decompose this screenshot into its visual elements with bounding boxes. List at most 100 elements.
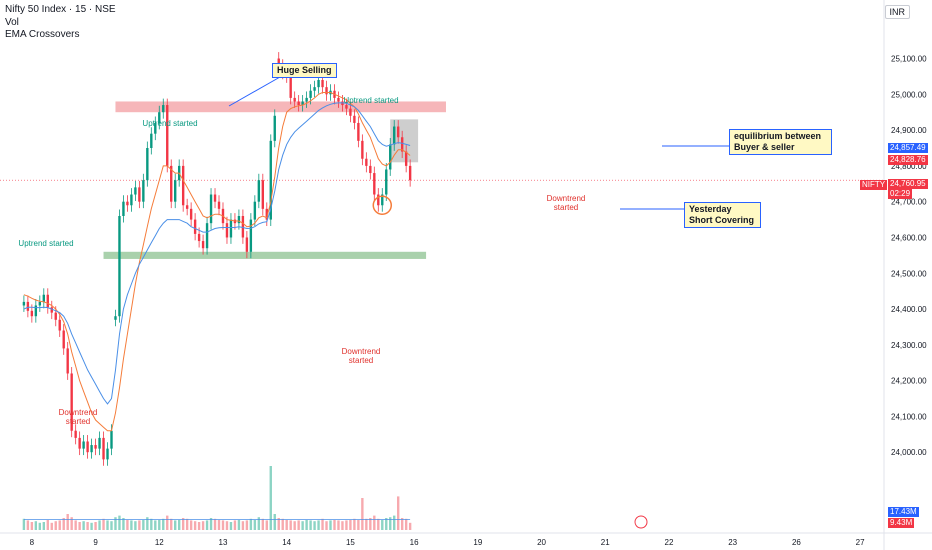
candle-body — [106, 448, 109, 460]
volume-bar — [285, 519, 288, 530]
volume-bar — [158, 519, 161, 530]
ema-indicator-label[interactable]: EMA Crossovers — [5, 29, 80, 40]
candle-body — [325, 87, 328, 95]
candle-body — [397, 126, 400, 138]
volume-bar — [369, 518, 372, 530]
candle-body — [166, 105, 169, 166]
volume-bar — [404, 518, 408, 530]
price-tick-label: 24,200.00 — [891, 377, 927, 386]
volume-bar — [70, 517, 73, 530]
candle-body — [46, 294, 49, 308]
ema-blue-price-tag: 24,857.49 — [888, 143, 928, 153]
volume-bar — [293, 521, 296, 530]
downtrend-label: Downtrend started — [546, 194, 586, 212]
candle-body — [174, 180, 177, 202]
candle-body — [130, 194, 133, 206]
candle-body — [321, 80, 324, 88]
candle-body — [205, 223, 209, 249]
uptrend-label: Uptrend started — [142, 119, 198, 128]
volume-bar — [345, 520, 348, 530]
volume-bar — [114, 517, 117, 530]
price-tick-label: 25,000.00 — [891, 90, 927, 99]
time-tick-label: 13 — [219, 538, 228, 547]
volume-bar — [174, 520, 177, 530]
candle-body — [38, 301, 42, 306]
candle-body — [189, 208, 193, 220]
candle-body — [50, 307, 53, 313]
time-tick-label: 23 — [728, 538, 737, 547]
volume-bar — [177, 519, 181, 530]
candle-body — [114, 316, 117, 320]
volume-bar — [301, 521, 304, 530]
candle-body — [381, 194, 384, 206]
candle-body — [389, 144, 392, 170]
uptrend-label: Uptrend started — [343, 96, 399, 105]
volume-bar — [257, 517, 261, 530]
volume-bar — [353, 518, 356, 530]
price-tick-label: 25,100.00 — [891, 55, 927, 64]
volume-bar — [393, 515, 396, 530]
volume-bar — [313, 521, 316, 530]
time-tick-label: 20 — [537, 538, 546, 547]
ema-line — [23, 92, 411, 432]
volume-bar — [42, 522, 45, 530]
time-tick-label: 9 — [93, 538, 98, 547]
candle-body — [309, 90, 312, 98]
candle-body — [58, 319, 61, 331]
volume-bar — [221, 520, 225, 530]
volume-bar — [30, 522, 34, 530]
short-covering-callout: Yesterday Short Covering — [684, 202, 761, 228]
candle-body — [122, 201, 125, 216]
candle-body — [209, 194, 213, 224]
currency-badge[interactable]: INR — [884, 5, 910, 19]
volume-bar — [385, 518, 388, 530]
candle-body — [337, 97, 340, 102]
volume-bar — [146, 517, 149, 530]
time-tick-label: 8 — [30, 538, 35, 547]
volume-bar — [381, 519, 384, 530]
volume-bar — [217, 519, 221, 530]
price-tick-label: 24,000.00 — [891, 448, 927, 457]
candle-body — [408, 165, 412, 181]
candle-body — [345, 105, 348, 109]
volume-bar — [166, 515, 169, 530]
candle-body — [237, 216, 241, 224]
candle-body — [22, 301, 26, 306]
volume-bar — [170, 518, 173, 530]
price-tick-label: 24,500.00 — [891, 269, 927, 278]
volume-bar — [213, 518, 217, 530]
candle-body — [82, 441, 85, 449]
volume-bar — [86, 522, 89, 530]
candle-body — [273, 115, 276, 141]
time-tick-label: 22 — [665, 538, 674, 547]
volume-bar — [408, 522, 412, 530]
volume-bar — [365, 518, 368, 530]
volume-bar — [46, 519, 49, 530]
candle-body — [297, 101, 300, 106]
volume-bar — [38, 522, 42, 530]
volume-bar — [373, 515, 376, 530]
time-tick-label: 19 — [473, 538, 482, 547]
candle-body — [253, 201, 257, 220]
volume-bar — [341, 521, 344, 530]
candle-body — [353, 115, 356, 123]
candle-body — [197, 233, 201, 242]
price-tick-label: 24,700.00 — [891, 198, 927, 207]
volume-bar — [78, 522, 81, 530]
candle-body — [154, 122, 157, 134]
volume-bar — [265, 520, 268, 530]
time-tick-label: 12 — [155, 538, 164, 547]
candle-body — [393, 126, 396, 145]
volume-bar — [237, 519, 241, 530]
volume-bar — [50, 522, 53, 530]
candle-body — [217, 201, 221, 209]
candle-body — [42, 294, 45, 302]
chart-symbol-title[interactable]: Nifty 50 Index · 15 · NSE — [5, 4, 116, 15]
volume-bar — [329, 520, 332, 530]
volume-indicator-label[interactable]: Vol — [5, 17, 19, 28]
candle-body — [134, 187, 137, 195]
volume-bar — [62, 518, 65, 530]
volume-tag: 9.43M — [888, 518, 915, 528]
volume-bar — [110, 521, 113, 530]
